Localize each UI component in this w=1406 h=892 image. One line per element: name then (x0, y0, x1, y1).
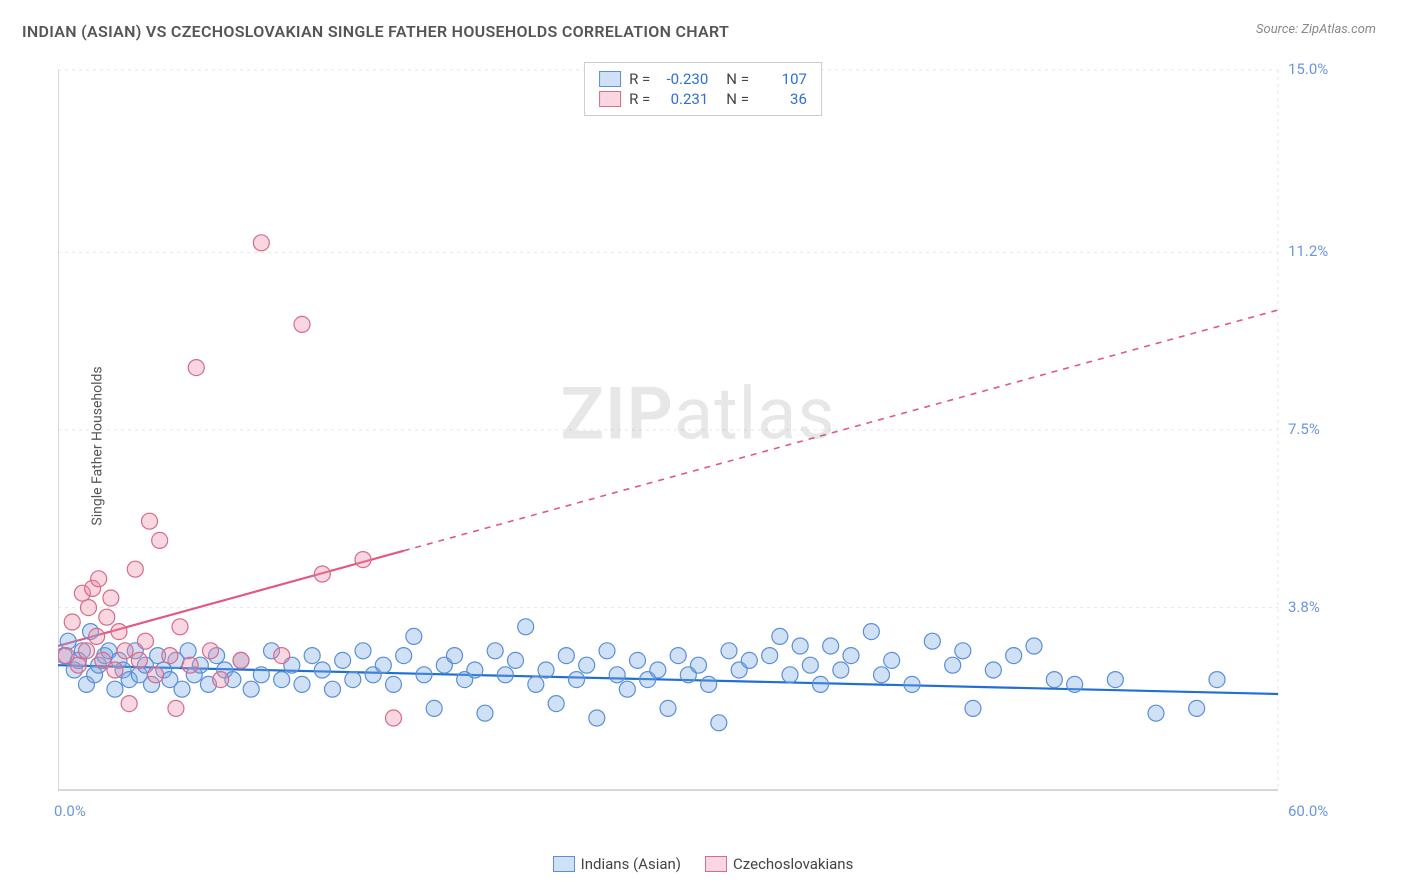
legend-r-label: R = (629, 70, 650, 88)
x-tick-label: 0.0% (54, 802, 86, 820)
x-tick-label: 60.0% (1288, 802, 1328, 820)
legend-row-indian: R = -0.230 N = 107 (599, 69, 807, 89)
legend-n-value: 107 (757, 70, 807, 88)
legend-swatch (553, 856, 575, 872)
y-tick-label: 15.0% (1288, 60, 1328, 78)
legend-swatch (599, 91, 621, 107)
legend-swatch (599, 71, 621, 87)
legend-n-label: N = (726, 90, 749, 108)
legend-swatch (705, 856, 727, 872)
legend-n-label: N = (726, 70, 749, 88)
series-legend-item-indian: Indians (Asian) (553, 855, 681, 873)
correlation-legend: R = -0.230 N = 107 R = 0.231 N = 36 (584, 62, 822, 116)
y-tick-label: 7.5% (1288, 420, 1320, 438)
chart-title: INDIAN (ASIAN) VS CZECHOSLOVAKIAN SINGLE… (22, 22, 729, 41)
legend-r-value: 0.231 (658, 90, 708, 108)
plot-area: ZIPatlas (58, 60, 1338, 830)
source-attribution: Source: ZipAtlas.com (1256, 22, 1376, 37)
legend-r-label: R = (629, 90, 650, 108)
series-legend: Indians (Asian) Czechoslovakians (0, 855, 1406, 876)
y-tick-label: 11.2% (1288, 242, 1328, 260)
scatter-chart (58, 60, 1338, 830)
series-legend-label: Indians (Asian) (581, 855, 681, 873)
series-legend-label: Czechoslovakians (733, 855, 853, 873)
series-legend-item-czech: Czechoslovakians (705, 855, 853, 873)
y-tick-label: 3.8% (1288, 598, 1320, 616)
legend-row-czech: R = 0.231 N = 36 (599, 89, 807, 109)
legend-n-value: 36 (757, 90, 807, 108)
legend-r-value: -0.230 (658, 70, 708, 88)
